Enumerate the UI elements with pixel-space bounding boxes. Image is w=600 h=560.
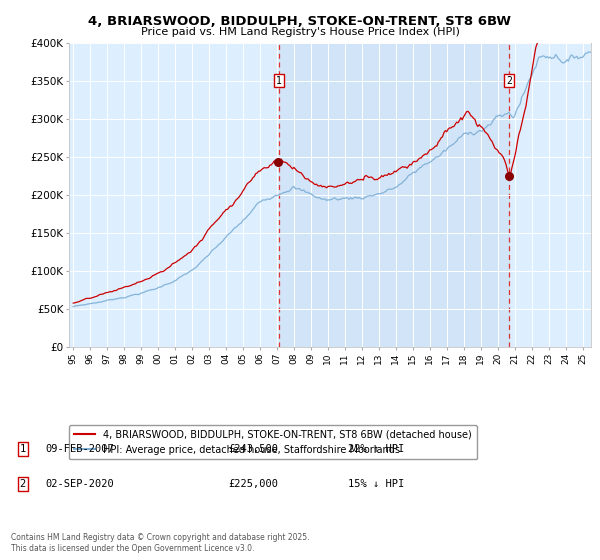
Text: £225,000: £225,000	[228, 479, 278, 489]
Text: 02-SEP-2020: 02-SEP-2020	[45, 479, 114, 489]
Text: 1: 1	[20, 444, 26, 454]
Text: 2: 2	[506, 76, 512, 86]
Text: 09-FEB-2007: 09-FEB-2007	[45, 444, 114, 454]
Text: 22% ↑ HPI: 22% ↑ HPI	[348, 444, 404, 454]
Bar	[279, 43, 509, 347]
Text: Price paid vs. HM Land Registry's House Price Index (HPI): Price paid vs. HM Land Registry's House …	[140, 27, 460, 37]
Text: 4, BRIARSWOOD, BIDDULPH, STOKE-ON-TRENT, ST8 6BW: 4, BRIARSWOOD, BIDDULPH, STOKE-ON-TRENT,…	[89, 15, 511, 27]
Text: 15% ↓ HPI: 15% ↓ HPI	[348, 479, 404, 489]
Text: 2: 2	[20, 479, 26, 489]
Text: 1: 1	[276, 76, 282, 86]
Legend: 4, BRIARSWOOD, BIDDULPH, STOKE-ON-TRENT, ST8 6BW (detached house), HPI: Average : 4, BRIARSWOOD, BIDDULPH, STOKE-ON-TRENT,…	[69, 425, 476, 459]
Text: £243,500: £243,500	[228, 444, 278, 454]
Text: Contains HM Land Registry data © Crown copyright and database right 2025.
This d: Contains HM Land Registry data © Crown c…	[11, 533, 310, 553]
